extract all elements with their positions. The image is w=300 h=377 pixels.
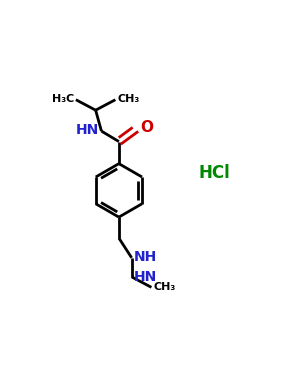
Text: O: O [140, 120, 154, 135]
Text: HN: HN [134, 270, 157, 284]
Text: CH₃: CH₃ [154, 282, 176, 292]
Text: H₃C: H₃C [52, 93, 74, 104]
Text: HCl: HCl [198, 164, 230, 182]
Text: CH₃: CH₃ [117, 93, 140, 104]
Text: NH: NH [134, 250, 157, 264]
Text: HN: HN [75, 123, 99, 137]
